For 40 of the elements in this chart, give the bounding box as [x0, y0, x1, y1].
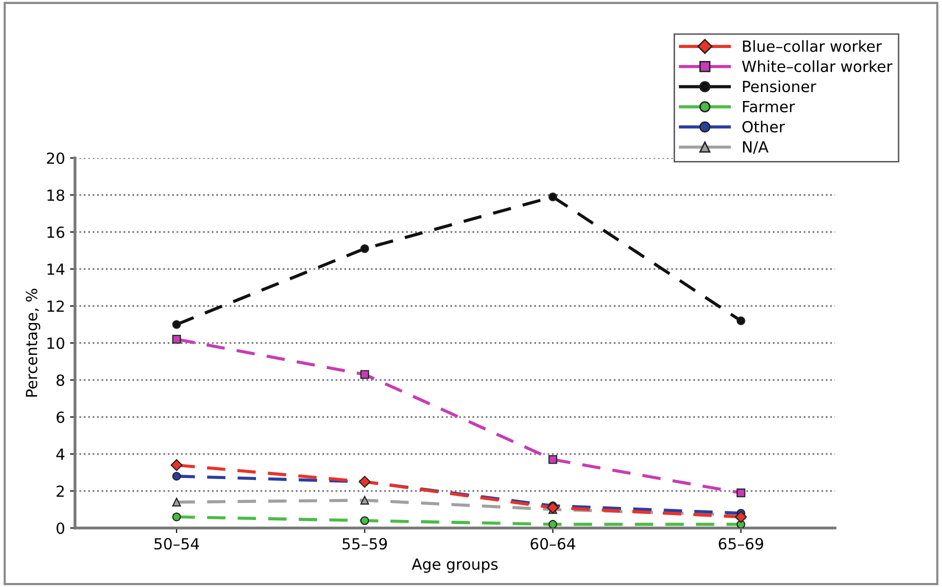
x-tick-label: 50–54 [154, 538, 199, 550]
y-tick-label: 0 [56, 522, 64, 534]
point [172, 334, 181, 344]
point [360, 516, 370, 525]
x-tick-label: 65–69 [718, 538, 764, 550]
y-tick-label: 18 [48, 189, 64, 202]
point [548, 192, 558, 202]
point [360, 496, 370, 505]
y-tick-label: 4 [56, 448, 64, 460]
point [170, 459, 183, 472]
y-tick-label: 8 [56, 374, 64, 386]
point [546, 502, 559, 514]
legend-label: Farmer [743, 101, 795, 112]
y-tick-label: 16 [48, 226, 64, 238]
point [172, 472, 181, 481]
point [360, 370, 370, 379]
y-tick-label: 6 [56, 411, 64, 424]
y-tick-label: 12 [48, 300, 64, 312]
point [172, 320, 181, 329]
point [548, 520, 558, 528]
point [736, 316, 746, 326]
y-tick-label: 20 [46, 152, 64, 164]
point [172, 512, 181, 522]
y-tick-label: 10 [48, 337, 64, 350]
y-tick-label: 2 [56, 485, 64, 497]
legend-label: Blue–collar worker [743, 40, 882, 52]
legend-label: White–collar worker [742, 60, 892, 72]
y-tick-label: 14 [48, 264, 64, 275]
point [734, 510, 747, 523]
legend-label: Other [742, 120, 785, 133]
point [360, 244, 370, 254]
point [548, 455, 558, 464]
legend-label: N/A [743, 141, 768, 154]
x-tick-label: 60–64 [530, 538, 576, 550]
y-axis-title: Percentage, % [26, 288, 40, 397]
point [172, 498, 181, 506]
point [736, 488, 746, 498]
x-axis-title: Age groups [412, 558, 498, 573]
x-tick-label: 55–59 [342, 538, 387, 550]
legend-label: Pensioner [743, 80, 816, 92]
